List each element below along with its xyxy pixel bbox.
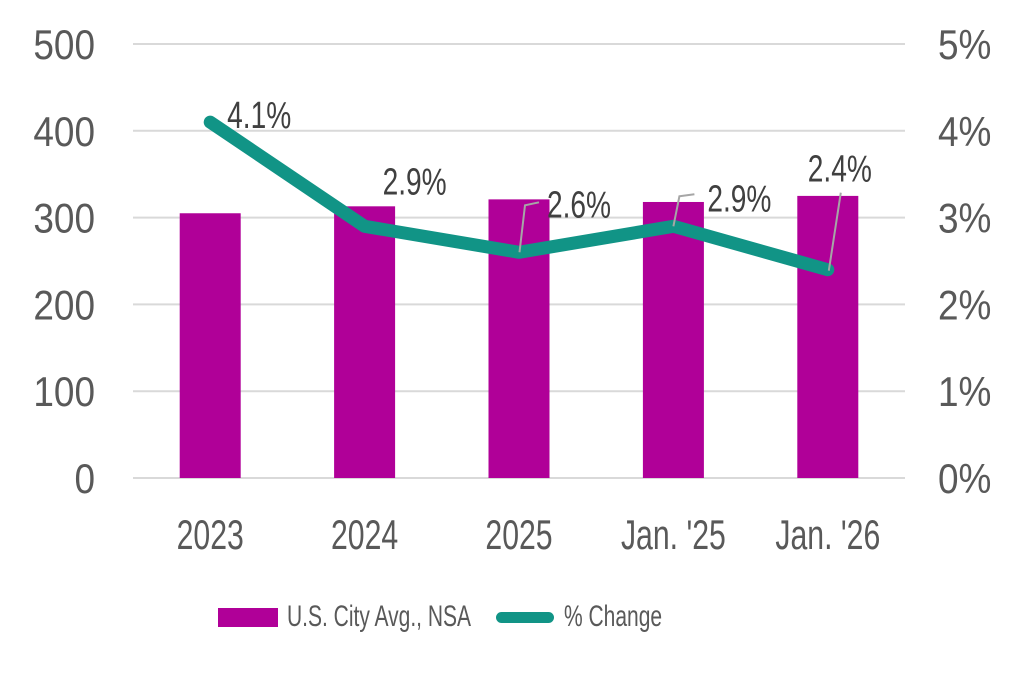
bar-2025	[488, 199, 550, 478]
legend-bar-label: U.S. City Avg., NSA	[287, 600, 472, 633]
bar-Jan. '26	[797, 195, 859, 478]
data-label: 2.9%	[383, 161, 447, 203]
left-axis-tick: 0	[74, 456, 95, 503]
right-axis-tick: 5%	[938, 22, 991, 69]
x-axis-label: Jan. '25	[621, 511, 726, 558]
x-axis-label: 2024	[331, 511, 398, 558]
bar-2024	[334, 206, 396, 479]
right-axis-tick: 4%	[938, 109, 991, 156]
leader-line	[672, 193, 695, 227]
percent-change-line	[203, 115, 835, 277]
legend-item-bars: U.S. City Avg., NSA	[218, 600, 550, 633]
bar-2023	[179, 213, 241, 478]
right-axis-tick: 2%	[938, 282, 991, 329]
legend-bar-swatch	[218, 607, 278, 627]
right-axis-tick: 1%	[938, 369, 991, 416]
right-axis-tick: 3%	[938, 195, 991, 242]
left-axis-tick: 400	[33, 109, 95, 156]
x-axis-label: Jan. '26	[775, 511, 880, 558]
data-label: 2.9%	[707, 178, 771, 220]
left-axis-tick: 200	[33, 282, 95, 329]
legend-item-line: % Change	[496, 600, 704, 633]
x-axis-label: 2023	[177, 511, 244, 558]
left-axis-tick: 300	[33, 195, 95, 242]
leader-line	[827, 192, 842, 271]
x-axis-label: 2025	[485, 511, 552, 558]
legend-line-label: % Change	[564, 600, 663, 633]
data-label: 2.6%	[547, 184, 611, 226]
data-label: 2.4%	[808, 149, 872, 191]
bar-Jan. '25	[642, 201, 704, 478]
left-axis-tick: 500	[33, 22, 95, 69]
legend-line-swatch	[496, 611, 554, 623]
data-label: 4.1%	[227, 95, 291, 137]
leader-line	[518, 201, 540, 253]
right-axis-tick: 0%	[938, 456, 991, 503]
left-axis-tick: 100	[33, 369, 95, 416]
